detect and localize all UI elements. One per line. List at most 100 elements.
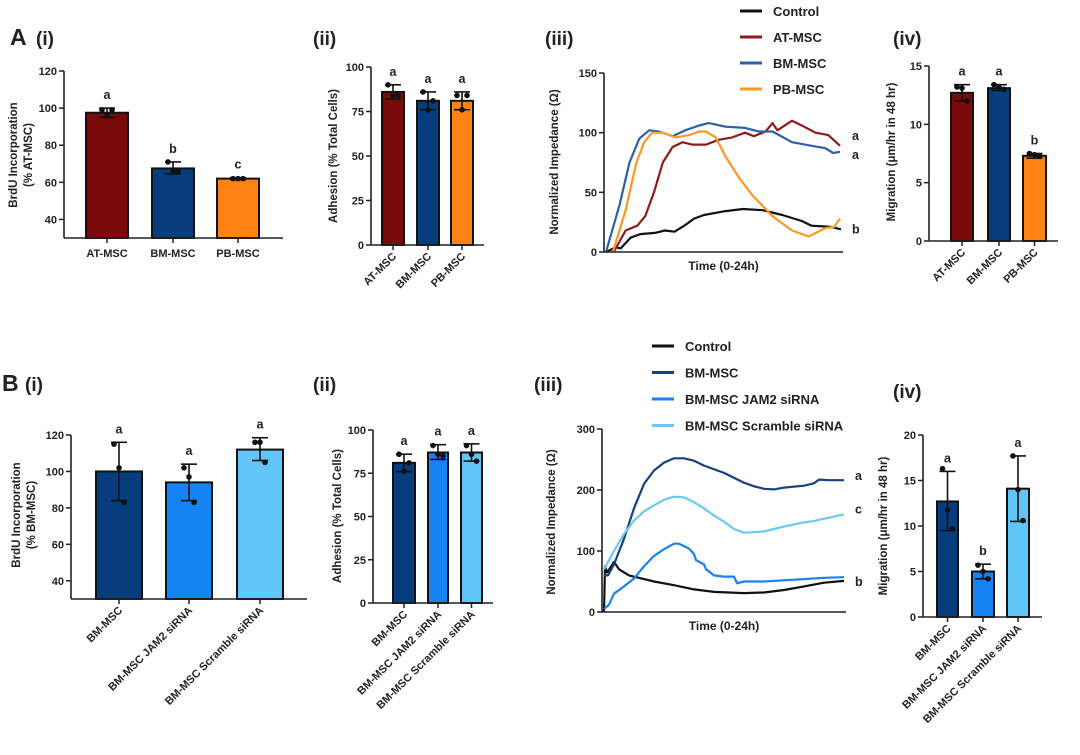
significance-letter: a <box>1015 436 1023 450</box>
y-tick-label: 100 <box>579 128 597 140</box>
data-point <box>121 499 127 506</box>
series-line-PB-MSC <box>611 130 841 253</box>
chart-A-i: BrdU Incorporation (% AT-MSC) 40 60 80 100 120… <box>8 66 283 260</box>
significance-letter: a <box>459 72 467 86</box>
data-point <box>252 439 258 446</box>
y-axis-label: Adhesion (% Total Cells) <box>328 89 340 223</box>
significance-letter: a <box>852 148 860 162</box>
data-point <box>464 92 470 99</box>
x-tick-label: PB-MSC <box>216 248 259 260</box>
significance-letter: a <box>257 418 265 432</box>
bar-BM-MSC-Scramble-siRNA <box>460 451 483 604</box>
significance-letter: a <box>855 469 863 483</box>
bar-BM-MSC <box>151 167 195 240</box>
panel-label-A: A <box>10 24 27 50</box>
data-point <box>985 575 991 582</box>
data-point <box>430 98 436 104</box>
series-line-BM-MSC-JAM2-siRNA <box>603 542 845 610</box>
data-point <box>1031 151 1038 158</box>
y-tick-label: 50 <box>352 151 364 163</box>
data-point <box>463 442 470 449</box>
data-point <box>401 468 407 475</box>
significance-letter: a <box>401 434 409 448</box>
y-tick-label: 75 <box>352 107 364 119</box>
data-point <box>396 451 402 458</box>
bar-AT-MSC <box>85 111 129 239</box>
y-axis-label: (% BM-MSC) <box>26 481 38 550</box>
series-line-AT-MSC <box>612 119 841 253</box>
y-tick-label: 100 <box>577 546 595 558</box>
y-tick-label: 25 <box>352 196 364 208</box>
y-axis-label: Migration (μm/hr in 48 hr) <box>886 83 898 222</box>
panel-label-B-ii: (ii) <box>313 375 336 396</box>
x-tick-label: AT-MSC <box>86 248 127 260</box>
y-tick-label: 100 <box>346 62 364 74</box>
significance-letter: a <box>425 72 433 86</box>
data-point <box>1036 153 1043 159</box>
y-tick-label: 100 <box>348 425 366 437</box>
significance-letter: a <box>944 451 952 465</box>
y-axis-label: Adhesion (% Total Cells) <box>332 449 344 583</box>
x-tick-label: AT-MSC <box>930 247 968 285</box>
y-tick-label: 100 <box>39 103 57 115</box>
data-point <box>473 458 480 464</box>
y-tick-label: 80 <box>45 140 57 152</box>
significance-letter: a <box>104 88 112 102</box>
data-point <box>385 82 391 88</box>
y-tick-label: 5 <box>910 567 916 579</box>
y-tick-label: 60 <box>52 539 64 551</box>
y-tick-label: 40 <box>45 214 57 226</box>
bar-BM-MSC <box>987 87 1011 242</box>
data-point <box>440 453 446 459</box>
y-tick-label: 25 <box>354 555 366 567</box>
chart-A-iv: Migration (μm/hr in 48 hr) 0 5 10 15 a AT-MSC a… <box>886 61 1058 287</box>
chart-A-iii: Normalized Impedance (Ω) 0 50 100 150 b Contro… <box>549 4 860 273</box>
bar-AT-MSC <box>381 90 405 246</box>
legend-label: BM-MSC JAM2 siRNA <box>685 392 820 407</box>
data-point <box>949 525 956 532</box>
chart-B-ii: Adhesion (% Total Cells)0255075100aBM-MS… <box>332 424 493 712</box>
chart-B-i: BrdU Incorporation (% BM-MSC) 40 60 80 100 120… <box>11 418 307 708</box>
data-point <box>111 441 117 447</box>
x-tick-label: PB-MSC <box>1001 247 1040 286</box>
chart-B-iv: Migration (μm/hr in 48 hr)05101520aBM-MS… <box>878 430 1042 726</box>
bar-BM-MSC-Scramble-siRNA <box>236 448 284 601</box>
y-axis-label: BrdU Incorporation <box>11 462 23 567</box>
data-point <box>99 107 105 113</box>
data-point <box>425 106 431 113</box>
data-point <box>395 92 401 99</box>
legend-label: BM-MSC Scramble siRNA <box>685 419 844 434</box>
legend-label: Control <box>685 339 731 354</box>
significance-letter: a <box>959 65 967 79</box>
y-axis-label: Migration (μm/hr in 48 hr) <box>878 457 890 596</box>
x-tick-label: PB-MSC <box>429 251 468 290</box>
y-tick-label: 80 <box>52 503 64 515</box>
y-tick-label: 0 <box>589 607 595 619</box>
data-point <box>430 442 436 449</box>
significance-letter: a <box>852 129 860 143</box>
data-point <box>181 465 187 471</box>
data-point <box>186 474 192 480</box>
bar-BM-MSC <box>392 461 416 604</box>
data-point <box>170 168 176 174</box>
data-point <box>991 81 997 88</box>
y-tick-label: 0 <box>360 598 366 610</box>
significance-letter: b <box>852 222 860 236</box>
data-point <box>980 568 986 575</box>
y-tick-label: 10 <box>904 521 916 533</box>
data-point <box>1026 150 1033 157</box>
legend-label: BM-MSC <box>773 56 827 71</box>
data-point <box>954 84 960 90</box>
y-tick-label: 15 <box>910 61 922 73</box>
bar-PB-MSC <box>1022 154 1047 242</box>
data-point <box>230 175 236 182</box>
significance-letter: a <box>116 422 124 436</box>
legend-label: BM-MSC <box>685 366 739 381</box>
legend-label: PB-MSC <box>773 82 825 97</box>
y-axis-label: Normalized Impedance (Ω) <box>549 89 561 235</box>
data-point <box>1010 453 1016 459</box>
panel-label-A-iii: (iii) <box>545 29 574 50</box>
significance-letter: b <box>855 575 863 589</box>
significance-letter: a <box>390 65 398 79</box>
